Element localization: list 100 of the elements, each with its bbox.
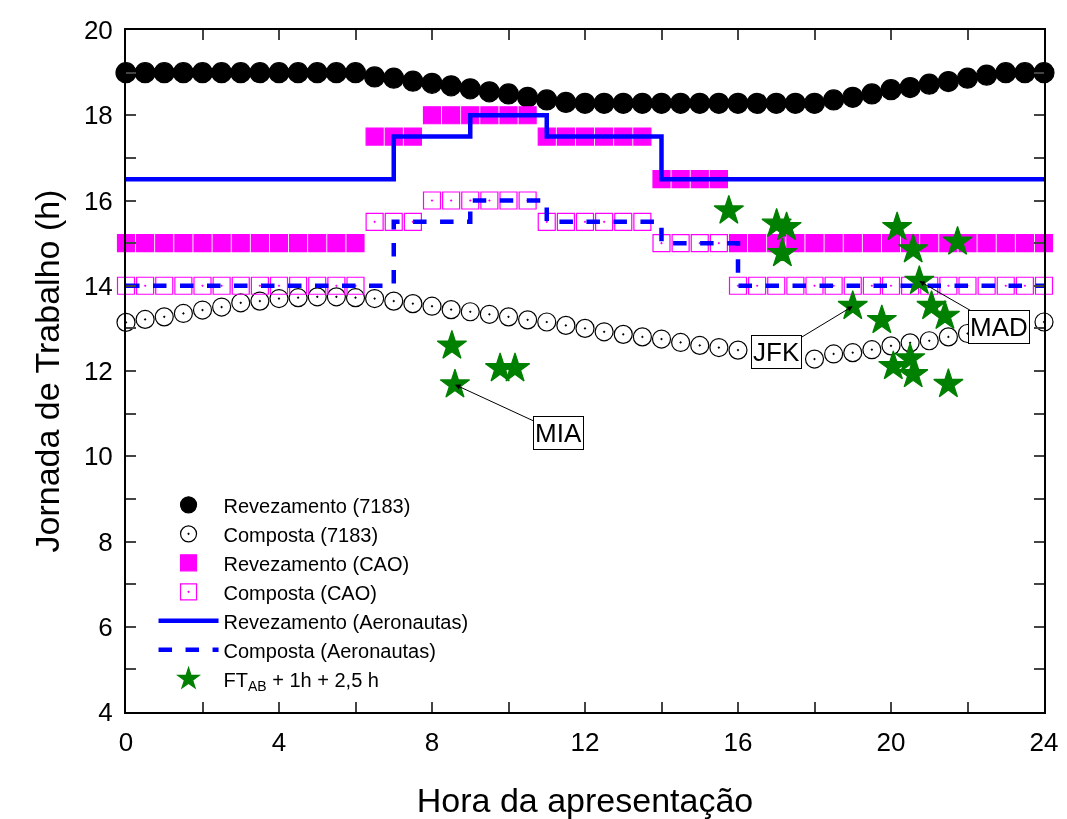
point bbox=[439, 368, 471, 398]
point bbox=[478, 81, 500, 103]
point bbox=[784, 92, 806, 114]
point bbox=[402, 70, 424, 92]
point bbox=[650, 92, 673, 114]
point bbox=[480, 191, 499, 210]
point bbox=[327, 276, 346, 295]
point bbox=[193, 234, 212, 253]
point bbox=[364, 66, 386, 88]
y-tick-label: 8 bbox=[98, 526, 113, 557]
point bbox=[842, 86, 864, 108]
point bbox=[344, 62, 367, 84]
point bbox=[537, 312, 557, 332]
point bbox=[459, 78, 481, 100]
point bbox=[325, 62, 347, 84]
point bbox=[212, 297, 232, 317]
point bbox=[460, 302, 480, 322]
y-tick-label: 10 bbox=[83, 441, 113, 472]
point bbox=[632, 327, 652, 347]
point bbox=[536, 89, 558, 111]
legend-label: Composta (7183) bbox=[223, 523, 379, 546]
legend-label: Revezamento (Aeronautas) bbox=[223, 610, 469, 633]
point bbox=[288, 288, 308, 308]
point bbox=[422, 106, 442, 125]
point bbox=[837, 290, 868, 320]
point bbox=[727, 92, 749, 114]
annotation: MIA bbox=[535, 418, 582, 448]
point bbox=[862, 276, 881, 295]
y-tick-label: 6 bbox=[98, 611, 113, 642]
point bbox=[249, 62, 271, 84]
point bbox=[803, 92, 826, 114]
point bbox=[767, 237, 798, 267]
point bbox=[479, 304, 499, 324]
point bbox=[556, 315, 576, 335]
point bbox=[904, 265, 935, 295]
x-tick-label: 16 bbox=[723, 727, 753, 758]
legend-label: Composta (Aeronautas) bbox=[223, 639, 436, 662]
point bbox=[881, 336, 901, 356]
point bbox=[880, 79, 902, 101]
point bbox=[192, 300, 213, 320]
point bbox=[422, 296, 442, 316]
point bbox=[748, 276, 767, 295]
y-tick-label: 20 bbox=[83, 15, 113, 46]
point bbox=[269, 288, 289, 309]
point bbox=[823, 89, 845, 111]
point bbox=[136, 276, 155, 295]
point bbox=[595, 212, 614, 231]
point bbox=[422, 191, 442, 210]
point bbox=[843, 234, 862, 253]
point bbox=[306, 62, 328, 84]
point bbox=[804, 349, 825, 369]
point bbox=[1015, 276, 1034, 295]
point bbox=[174, 234, 193, 253]
point bbox=[250, 276, 269, 295]
point bbox=[383, 67, 405, 89]
point bbox=[307, 287, 327, 307]
point bbox=[1034, 312, 1054, 332]
point bbox=[1034, 276, 1054, 295]
point bbox=[269, 234, 289, 253]
point bbox=[862, 234, 881, 253]
point bbox=[289, 234, 308, 253]
point bbox=[805, 276, 824, 295]
point bbox=[365, 288, 385, 309]
point bbox=[346, 234, 365, 253]
y-tick-label: 14 bbox=[83, 270, 113, 301]
point bbox=[976, 64, 998, 86]
legend-label: Composta (CAO) bbox=[223, 581, 377, 604]
point bbox=[746, 92, 768, 114]
y-tick-label: 4 bbox=[98, 697, 113, 728]
point bbox=[575, 318, 595, 338]
point bbox=[996, 276, 1015, 295]
point bbox=[843, 343, 863, 363]
point bbox=[1014, 62, 1036, 84]
point bbox=[136, 234, 155, 253]
point bbox=[442, 191, 461, 210]
point bbox=[690, 335, 710, 356]
point bbox=[135, 309, 155, 330]
point bbox=[172, 62, 194, 84]
point bbox=[938, 327, 958, 347]
point bbox=[518, 191, 537, 210]
point bbox=[631, 92, 653, 114]
point bbox=[345, 288, 366, 308]
annotation: MAD bbox=[970, 312, 1028, 342]
point bbox=[421, 72, 443, 94]
point bbox=[765, 92, 787, 114]
point bbox=[365, 127, 384, 146]
point bbox=[153, 62, 175, 84]
point bbox=[231, 234, 250, 253]
point bbox=[939, 276, 958, 295]
point bbox=[748, 234, 767, 253]
point bbox=[805, 234, 824, 253]
point bbox=[212, 234, 231, 253]
point bbox=[690, 234, 709, 253]
point bbox=[116, 312, 136, 332]
x-tick-label: 0 bbox=[118, 727, 134, 758]
point bbox=[173, 303, 193, 324]
point bbox=[436, 329, 468, 359]
point bbox=[862, 340, 882, 360]
point bbox=[308, 234, 327, 253]
point bbox=[612, 92, 634, 114]
